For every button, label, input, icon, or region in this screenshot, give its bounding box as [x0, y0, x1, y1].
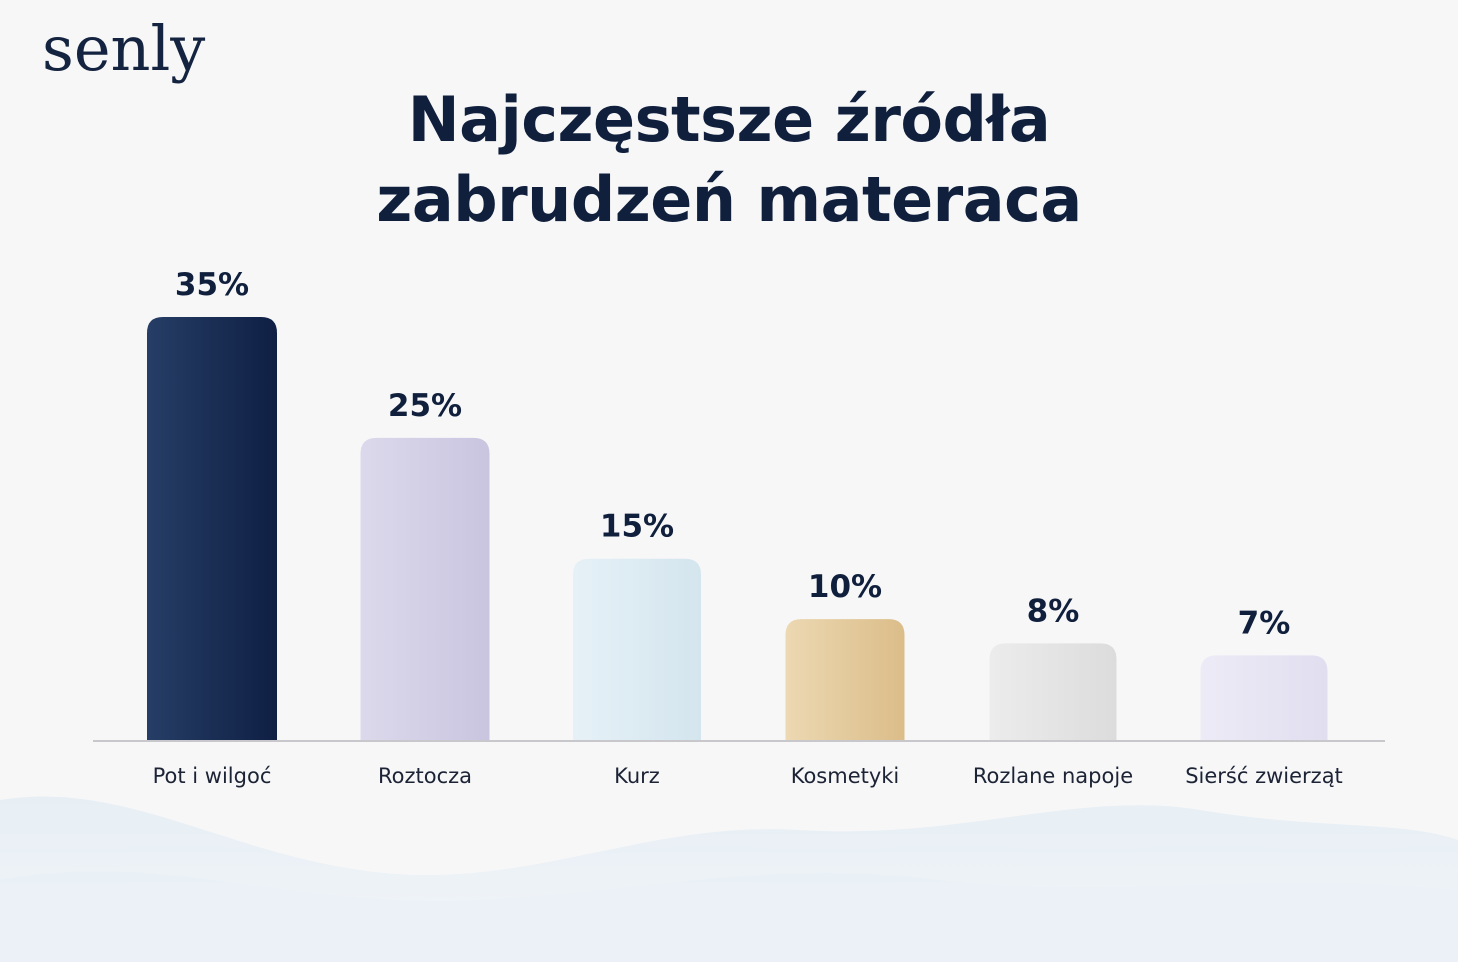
category-label-roztocza: Roztocza [378, 764, 472, 788]
chart-title: Najczęstsze źródła zabrudzeń materaca [229, 80, 1229, 240]
bar-kosmetyki [785, 619, 905, 740]
bar-kurz [573, 558, 701, 740]
category-label-pot-i-wilgoc: Pot i wilgoć [153, 764, 272, 788]
brand-logo: senly [42, 12, 206, 85]
background-waves [0, 796, 1458, 962]
category-label-kurz: Kurz [614, 764, 660, 788]
value-label-rozlane-napoje: 8% [1027, 593, 1080, 629]
category-label-rozlane-napoje: Rozlane napoje [973, 764, 1133, 788]
chart-title-line-2: zabrudzeń materaca [376, 163, 1082, 236]
value-label-siersc-zwierzat: 7% [1238, 605, 1291, 641]
category-label-kosmetyki: Kosmetyki [791, 764, 900, 788]
bar-roztocza [360, 437, 490, 740]
category-label-siersc-zwierzat: Sierść zwierząt [1185, 764, 1343, 788]
bar-pot-i-wilgoc [147, 317, 277, 740]
value-label-roztocza: 25% [388, 388, 462, 424]
value-label-kurz: 15% [600, 509, 674, 545]
bar-siersc-zwierzat [1200, 655, 1328, 740]
chart-title-line-1: Najczęstsze źródła [407, 83, 1051, 156]
bar-rozlane-napoje [989, 643, 1117, 740]
value-label-kosmetyki: 10% [808, 569, 882, 605]
value-label-pot-i-wilgoc: 35% [175, 267, 249, 303]
